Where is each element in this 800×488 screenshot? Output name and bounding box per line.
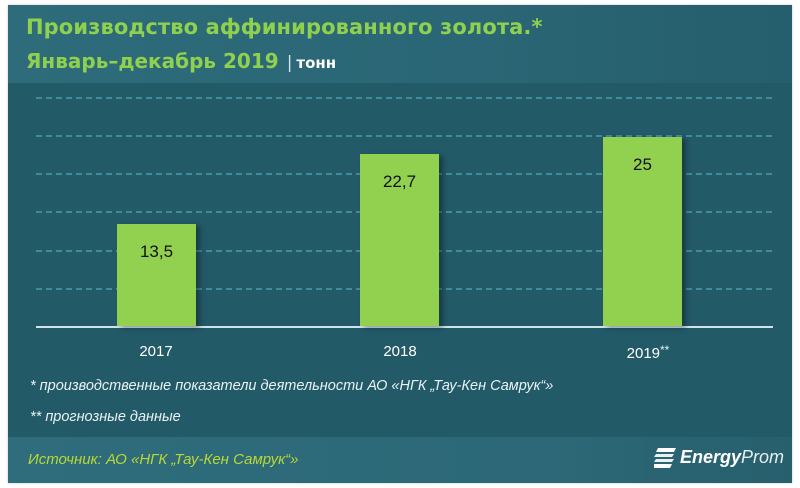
chart-footer: Источник: АО «НГК „Тау-Кен Самрук“» Ener… bbox=[8, 437, 792, 483]
bar-value-label: 13,5 bbox=[139, 242, 174, 261]
chart-title: Производство аффинированного золота.* bbox=[26, 15, 543, 39]
x-tick-label: 2018 bbox=[383, 343, 417, 360]
forecast-marker: ** bbox=[660, 343, 670, 357]
bar-value-label: 25 bbox=[633, 155, 652, 174]
plot-area: 13,5 22,7 25 2017 2018 2019** * производ… bbox=[8, 5, 792, 483]
x-tick-2017: 2017 bbox=[96, 343, 216, 360]
bar-value-label: 22,7 bbox=[382, 172, 417, 191]
energyprom-logo: EnergyProm bbox=[653, 447, 784, 468]
footnote-2: ** прогнозные данные bbox=[30, 409, 181, 425]
chart-card: Производство аффинированного золота.* Ян… bbox=[8, 5, 792, 483]
x-tick-2018: 2018 bbox=[340, 343, 460, 360]
logo-wordmark: EnergyProm bbox=[680, 447, 784, 468]
gridline-30 bbox=[36, 97, 772, 99]
unit-separator: | bbox=[286, 53, 293, 73]
unit-label: тонн bbox=[296, 54, 337, 72]
x-tick-label: 2019 bbox=[626, 345, 661, 362]
logo-word-prom: Prom bbox=[740, 447, 784, 467]
period-label: Январь–декабрь 2019 bbox=[26, 49, 279, 73]
gridline-25 bbox=[36, 135, 772, 137]
x-tick-2019: 2019** bbox=[588, 343, 708, 362]
chart-subtitle: Январь–декабрь 2019 | тонн bbox=[26, 49, 336, 73]
chart-header: Производство аффинированного золота.* Ян… bbox=[8, 5, 792, 83]
logo-word-energy: Energy bbox=[679, 447, 741, 467]
bar-2018: 22,7 bbox=[360, 154, 439, 326]
footnote-1: * производственные показатели деятельнос… bbox=[30, 378, 554, 394]
energyprom-logo-icon bbox=[653, 447, 676, 468]
x-tick-label: 2017 bbox=[139, 343, 173, 360]
x-axis-baseline bbox=[36, 326, 773, 328]
bar-2019: 25 bbox=[603, 137, 682, 326]
bar-2017: 13,5 bbox=[117, 224, 196, 326]
source-text: Источник: АО «НГК „Тау-Кен Самрук“» bbox=[28, 451, 299, 468]
